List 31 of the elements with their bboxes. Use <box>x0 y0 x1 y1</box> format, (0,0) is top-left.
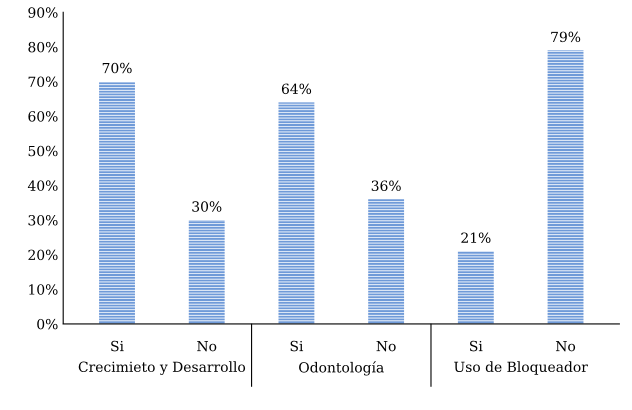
y-tick-label: 80% <box>28 42 58 52</box>
y-tick-label: 60% <box>28 111 58 122</box>
data-label: 21% <box>461 232 491 243</box>
x-tick-label: No <box>376 340 396 352</box>
x-tick-label: No <box>556 340 576 352</box>
y-tick-label: 40% <box>28 180 58 191</box>
bar <box>278 102 314 324</box>
data-label: 36% <box>372 180 401 192</box>
x-tick-label: Si <box>111 340 124 352</box>
text: Odontología <box>299 361 384 376</box>
y-tick-label: 70% <box>28 76 58 88</box>
y-tick-label: 10% <box>29 284 58 295</box>
bar <box>99 82 135 324</box>
bar <box>548 50 584 324</box>
data-label: 70% <box>102 62 132 74</box>
data-label: 30% <box>192 201 222 212</box>
text: Uso de Bloqueador <box>454 361 588 375</box>
data-label: 64% <box>282 84 312 94</box>
x-tick-label: Si <box>290 340 304 352</box>
bar <box>188 220 225 324</box>
bar <box>368 199 404 324</box>
bar <box>458 251 494 324</box>
y-tick-label: 0% <box>37 318 58 330</box>
x-tick-label: No <box>197 340 216 352</box>
y-tick-label: 90% <box>28 7 58 18</box>
text: Crecimieto y Desarrollo <box>78 361 246 375</box>
x-tick-label: Si <box>470 340 482 352</box>
data-label: 79% <box>551 32 580 42</box>
y-tick-label: 30% <box>28 215 58 226</box>
y-tick-label: 20% <box>28 250 58 260</box>
y-tick-label: 50% <box>28 146 58 156</box>
